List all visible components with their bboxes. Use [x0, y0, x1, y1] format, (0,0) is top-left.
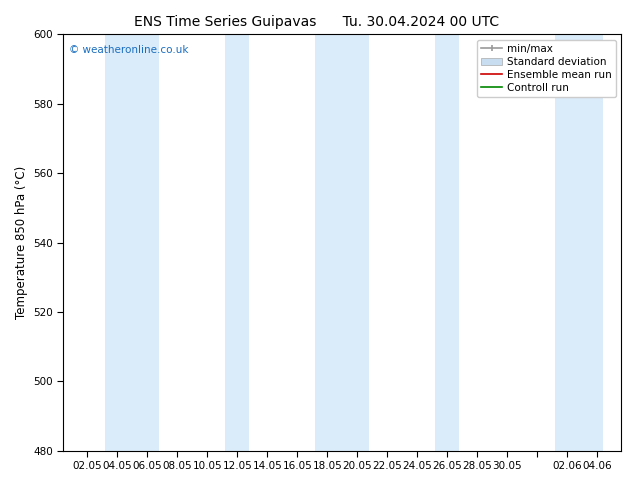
Bar — [225, 34, 249, 451]
Bar — [555, 34, 604, 451]
Legend: min/max, Standard deviation, Ensemble mean run, Controll run: min/max, Standard deviation, Ensemble me… — [477, 40, 616, 97]
Bar — [315, 34, 370, 451]
Bar — [436, 34, 460, 451]
Y-axis label: Temperature 850 hPa (°C): Temperature 850 hPa (°C) — [15, 166, 28, 319]
Text: ENS Time Series Guipavas      Tu. 30.04.2024 00 UTC: ENS Time Series Guipavas Tu. 30.04.2024 … — [134, 15, 500, 29]
Bar — [105, 34, 159, 451]
Text: © weatheronline.co.uk: © weatheronline.co.uk — [69, 45, 188, 55]
